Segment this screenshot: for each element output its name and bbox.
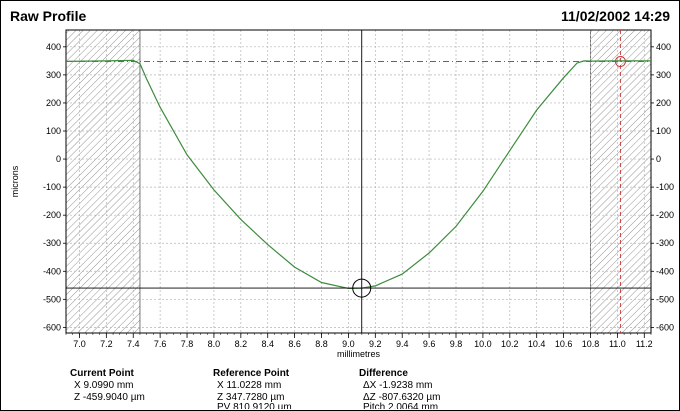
difference-panel: Difference ΔX -1.9238 mm ΔZ -807.6320 µm…: [359, 368, 441, 409]
x-tick-label: 8.4: [261, 339, 274, 349]
x-tick-label: 9.0: [342, 339, 355, 349]
y-tick-label: 200: [46, 98, 61, 108]
difference-dx: ΔX -1.9238 mm: [363, 380, 433, 391]
x-tick-label: 10.6: [555, 339, 573, 349]
x-tick-label: 8.6: [288, 339, 301, 349]
y-tick-label-right: 400: [656, 42, 671, 52]
reference-point-pv: PV 810.9120 µm: [217, 402, 292, 409]
reference-point-panel: Reference Point X 11.0228 mm Z 347.7280 …: [213, 368, 292, 409]
x-tick-label: 8.2: [235, 339, 248, 349]
plot-frame: [65, 29, 652, 334]
x-axis-label: millimetres: [337, 349, 381, 359]
y-tick-label-right: 300: [656, 70, 671, 80]
x-tick-label: 10.0: [474, 339, 492, 349]
cursor-marker-icon: [352, 278, 372, 298]
y-axis-label: microns: [10, 165, 20, 197]
y-tick-label: 300: [46, 70, 61, 80]
difference-dz: ΔZ -807.6320 µm: [363, 392, 441, 403]
y-tick-label: -500: [43, 294, 61, 304]
timestamp: 11/02/2002 14:29: [561, 8, 670, 24]
current-point-heading: Current Point: [70, 368, 134, 379]
x-tick-label: 10.8: [582, 339, 600, 349]
x-tick-label: 10.4: [528, 339, 546, 349]
y-tick-label: -600: [43, 322, 61, 332]
x-tick-label: 7.6: [154, 339, 167, 349]
x-tick-label: 11.0: [609, 339, 626, 349]
reference-marker-icon: [614, 56, 626, 68]
x-tick-label: 9.8: [450, 339, 463, 349]
current-point-z: Z -459.9040 µm: [74, 392, 145, 403]
x-tick-label: 8.8: [315, 339, 328, 349]
x-tick-label: 7.0: [73, 339, 86, 349]
y-tick-label: 400: [46, 42, 61, 52]
x-tick-label: 9.2: [369, 339, 382, 349]
reference-point-z: Z 347.7280 µm: [217, 392, 285, 403]
y-tick-label-right: -400: [656, 266, 674, 276]
difference-heading: Difference: [359, 368, 408, 379]
x-tick-label: 9.6: [423, 339, 436, 349]
x-tick-label: 7.4: [127, 339, 140, 349]
y-tick-label-right: 200: [656, 98, 671, 108]
x-tick-label: 7.8: [181, 339, 194, 349]
y-tick-label-right: 0: [656, 154, 661, 164]
y-tick-label: 0: [56, 154, 61, 164]
y-tick-label: -200: [43, 210, 61, 220]
y-tick-label-right: -300: [656, 238, 674, 248]
difference-pitch: Pitch 2.0064 mm: [363, 402, 439, 409]
current-point-x: X 9.0990 mm: [74, 380, 134, 391]
y-tick-label: -400: [43, 266, 61, 276]
x-tick-label: 9.4: [396, 339, 409, 349]
y-tick-label: -100: [43, 182, 61, 192]
y-tick-label: 100: [46, 126, 61, 136]
y-tick-label-right: -200: [656, 210, 674, 220]
x-tick-label: 10.2: [501, 339, 519, 349]
excluded-region-1: [66, 30, 140, 333]
y-tick-label-right: -100: [656, 182, 674, 192]
current-point-panel: Current Point X 9.0990 mm Z -459.9040 µm: [70, 368, 145, 404]
y-tick-label-right: -600: [656, 322, 674, 332]
x-tick-label: 7.2: [100, 339, 113, 349]
x-tick-label: 11.2: [636, 339, 653, 349]
chart-title: Raw Profile: [10, 8, 87, 24]
x-tick-label: 8.0: [208, 339, 221, 349]
y-tick-label-right: 100: [656, 126, 671, 136]
y-tick-label: -300: [43, 238, 61, 248]
reference-point-x: X 11.0228 mm: [217, 380, 282, 391]
reference-point-heading: Reference Point: [213, 368, 290, 379]
y-tick-label-right: -500: [656, 294, 674, 304]
